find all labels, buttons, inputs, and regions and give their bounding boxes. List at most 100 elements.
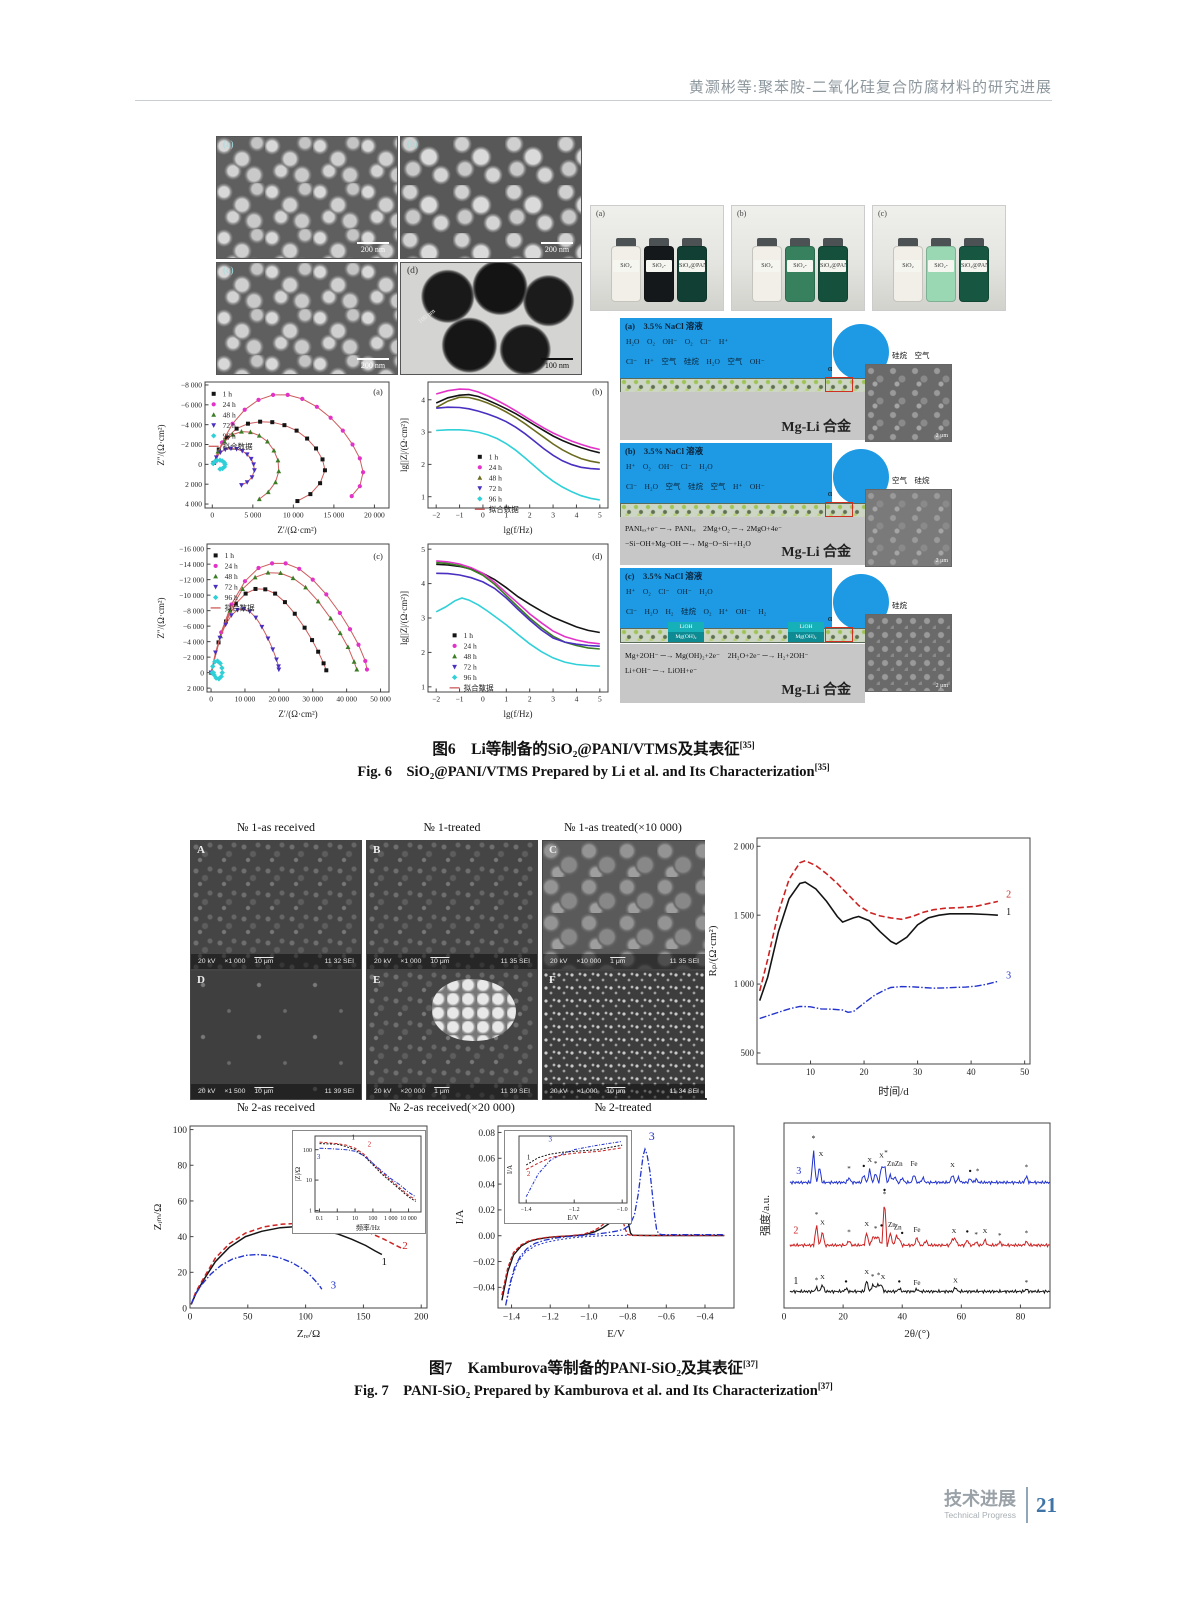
- svg-text:Z′/(Ω·cm²): Z′/(Ω·cm²): [277, 525, 316, 535]
- vial-body: [644, 246, 674, 302]
- svg-text:●: ●: [901, 1230, 904, 1236]
- reference-mark: [35]: [814, 762, 830, 773]
- svg-text:24 h: 24 h: [223, 400, 236, 409]
- svg-text:0.06: 0.06: [478, 1155, 495, 1165]
- contact-angle-label: α: [828, 364, 833, 373]
- scale-bar: 200 nm: [541, 242, 573, 254]
- fig7-sem-panel-E: E 20 kV ×20 000 1 μm 11 39 SEI: [366, 970, 538, 1100]
- svg-text:0.1: 0.1: [316, 1216, 324, 1222]
- svg-text:拟合数据: 拟合数据: [223, 441, 253, 451]
- svg-text:3: 3: [331, 1279, 337, 1291]
- ion-species-row: H⁺ O₂ OH⁻ Cl⁻ H₂O: [626, 462, 713, 471]
- svg-text:*: *: [1025, 1279, 1029, 1287]
- svg-text:−1.4: −1.4: [503, 1313, 520, 1323]
- svg-text:5: 5: [598, 695, 602, 704]
- svg-text:24 h: 24 h: [225, 561, 238, 570]
- vial-cap: [964, 238, 984, 247]
- svg-text:2 000: 2 000: [187, 684, 204, 693]
- svg-text:1: 1: [421, 492, 425, 501]
- nyquist-plot-a: 0 5 000 10 000 15 000 20 000 −8 000 −6 000 −4 0…: [156, 381, 390, 535]
- scale-bar-line: [357, 242, 389, 244]
- footer-divider: [1026, 1487, 1028, 1523]
- svg-text:100: 100: [303, 1148, 312, 1154]
- fig7-chart-rp: 10 20 30 40 50 500 1 000 1 500 2 000 时间/d Rₚ/(Ω·cm…: [705, 828, 1040, 1098]
- fig7-col-label: № 2-as received: [236, 1100, 316, 1114]
- fig6-sem-panel-a: (a) 200 nm: [216, 136, 398, 259]
- svg-text:1 h: 1 h: [489, 452, 499, 461]
- svg-text:*: *: [847, 1165, 851, 1173]
- scale-bar-line: [541, 358, 573, 360]
- vial-body: [818, 246, 848, 302]
- fig7-caption-en: Fig. 7 PANI-SiO₂ Prepared by Kamburova e…: [354, 1381, 833, 1399]
- svg-text:1: 1: [352, 1134, 356, 1142]
- sem-inset: 2 μm: [865, 614, 952, 692]
- svg-text:X: X: [950, 1162, 955, 1169]
- svg-text:20: 20: [860, 1067, 870, 1077]
- svg-text:1: 1: [504, 695, 508, 704]
- svg-text:X: X: [867, 1157, 872, 1164]
- footer-section-zh: 技术进展: [944, 1489, 1016, 1510]
- svg-text:0: 0: [209, 695, 213, 704]
- svg-text:24 h: 24 h: [489, 463, 502, 472]
- svg-text:50: 50: [243, 1313, 253, 1323]
- svg-text:72 h: 72 h: [225, 582, 238, 591]
- panel-label: (c): [878, 209, 887, 218]
- svg-text:X: X: [879, 1153, 884, 1160]
- vial-label: SiO₂: [895, 260, 921, 272]
- bode-plot-b: −2 −1 0 1 2 3 4 5 1 2 3 4 lg(f/Hz) lg[|Z|/(Ω·cm²)] (b)…: [399, 381, 609, 535]
- fig7-col-label: № 2-as received(×20 000): [389, 1100, 515, 1114]
- svg-text:Rₚ/(Ω·cm²): Rₚ/(Ω·cm²): [707, 925, 719, 976]
- svg-text:48 h: 48 h: [464, 652, 477, 661]
- fig7-sem-panel-C: C 20 kV ×10 000 1 μm 11 35 SEI: [542, 840, 707, 970]
- magnified-region-marker: [825, 377, 853, 392]
- nacl-solution-box: (c) 3.5% NaCl 溶液 H⁺ O₂ Cl⁻ OH⁻ H₂O Cl⁻ H…: [620, 568, 832, 628]
- ion-species-row: H₂O O₂ OH⁻ O₂ Cl⁻ H⁺: [626, 337, 729, 346]
- svg-text:1 h: 1 h: [464, 631, 474, 640]
- svg-text:−0.04: −0.04: [473, 1284, 495, 1294]
- svg-text:0: 0: [481, 511, 485, 520]
- fig6-chart-bode-d: −2 −1 0 1 2 3 4 5 1 2 3 4 5 lg(f/Hz) lg[|Z|/(Ω·cm²)] (d…: [398, 538, 616, 720]
- svg-text:Z″/(Ω·cm²): Z″/(Ω·cm²): [156, 424, 166, 465]
- svg-text:(d): (d): [592, 551, 602, 561]
- svg-text:72 h: 72 h: [464, 662, 477, 671]
- svg-text:50 000: 50 000: [370, 695, 391, 704]
- svg-text:3: 3: [421, 614, 425, 623]
- svg-text:3: 3: [551, 695, 555, 704]
- svg-text:X: X: [820, 1220, 825, 1227]
- fig6-photo-a: (a) SiO₂ SiO₂-PANI SiO₂@PANI: [590, 205, 724, 311]
- nyquist-plot-c: 0 10 000 20 000 30 000 40 000 50 000 −16 000 −1…: [156, 543, 391, 719]
- svg-text:*: *: [874, 1225, 878, 1233]
- sem-id: 11 32 SEI: [324, 958, 354, 965]
- reaction-equation: −Si−OH+Mg−OH ─→ Mg−O−Si−+H₂O: [625, 539, 751, 548]
- schematic-label: (b) 3.5% NaCl 溶液: [625, 446, 704, 456]
- sem-id: 11 35 SEI: [669, 958, 699, 965]
- fig6-chart-nyquist-c: 0 10 000 20 000 30 000 40 000 50 000 −16 000 −1…: [155, 538, 397, 720]
- ion-species-row: Cl⁻ H₂O 空气 硅烷 空气 H⁺ OH⁻: [626, 482, 765, 491]
- header-rule: [135, 100, 1052, 101]
- scale-bar-line: [357, 358, 389, 360]
- svg-text:(a): (a): [373, 387, 383, 397]
- fig6-photo-c: (c) SiO₂ SiO₂-PANI SiO₂@PANI: [872, 205, 1006, 311]
- svg-text:I/A: I/A: [454, 1210, 466, 1225]
- svg-text:−2: −2: [432, 695, 440, 704]
- svg-text:−2: −2: [432, 511, 440, 520]
- fig7-caption-zh: 图7 Kamburova等制备的PANI-SiO₂及其表征[37]: [428, 1358, 759, 1377]
- svg-text:−4 000: −4 000: [181, 420, 202, 429]
- panel-letter: E: [373, 974, 381, 986]
- sem-inset: 2 μm: [865, 364, 952, 442]
- svg-text:Fe: Fe: [911, 1160, 918, 1168]
- svg-text:1 000: 1 000: [734, 979, 755, 989]
- svg-text:*: *: [974, 1231, 978, 1239]
- svg-text:*: *: [884, 1149, 888, 1157]
- svg-text:3: 3: [421, 428, 425, 437]
- svg-text:60: 60: [957, 1313, 967, 1323]
- svg-text:2: 2: [421, 460, 425, 469]
- svg-text:5: 5: [421, 545, 425, 554]
- svg-text:lg(f/Hz): lg(f/Hz): [504, 525, 533, 535]
- vial-sio2-at-pani: SiO₂@PANI: [677, 238, 707, 302]
- svg-text:5: 5: [598, 511, 602, 520]
- panel-letter: B: [373, 844, 381, 856]
- sem-info-bar: 20 kV ×1 500 10 μm 11 39 SEI: [191, 1084, 361, 1099]
- svg-text:*: *: [1025, 1163, 1029, 1171]
